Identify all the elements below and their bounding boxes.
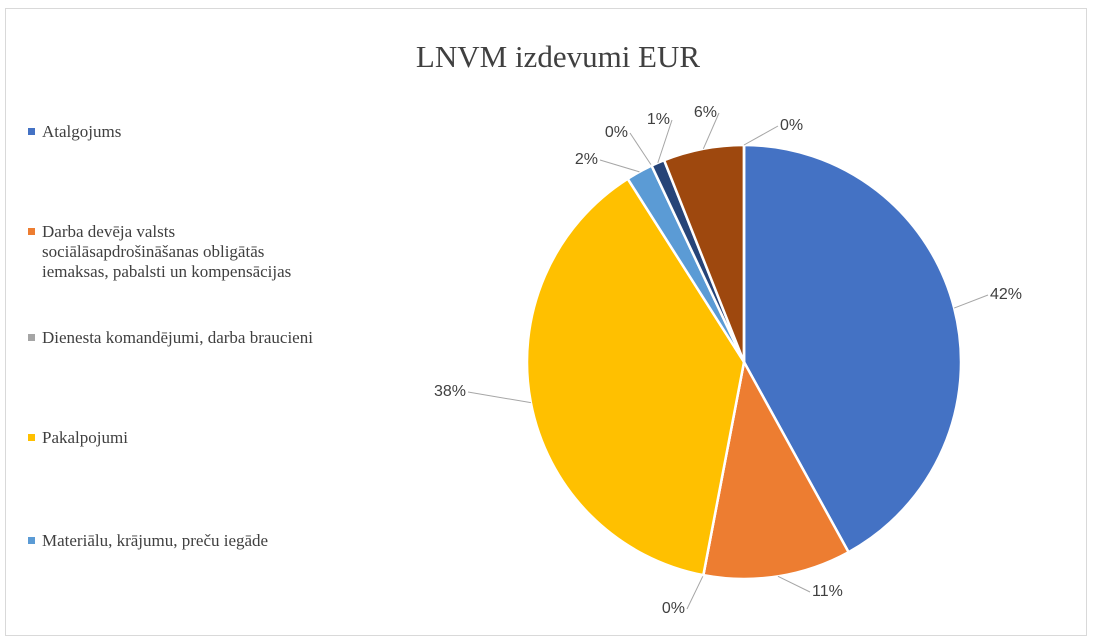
leader-line bbox=[686, 574, 704, 610]
leader-line bbox=[629, 132, 653, 166]
legend-swatch bbox=[28, 228, 35, 235]
leader-line bbox=[657, 119, 673, 164]
leader-line bbox=[702, 112, 720, 150]
chart-frame bbox=[5, 8, 1087, 636]
legend-label: Atalgojums bbox=[42, 122, 122, 141]
leader-line bbox=[777, 575, 811, 593]
legend-item: Pakalpojumi bbox=[28, 428, 318, 448]
legend-item: Dienesta komandējumi, darba braucieni bbox=[28, 328, 318, 348]
pie-slice bbox=[742, 143, 963, 554]
legend-swatch bbox=[28, 537, 35, 544]
legend-label: Dienesta komandējumi, darba braucieni bbox=[42, 328, 313, 347]
data-label: 42% bbox=[990, 286, 1022, 303]
data-label: 0% bbox=[662, 600, 685, 617]
leader-line bbox=[599, 159, 640, 173]
data-label: 38% bbox=[434, 383, 466, 400]
chart-title: LNVM izdevumi EUR bbox=[416, 39, 700, 74]
legend-label: Materiālu, krājumu, preču iegāde bbox=[42, 531, 269, 550]
leader-line bbox=[954, 294, 989, 309]
data-label: 2% bbox=[575, 151, 598, 168]
data-label: 0% bbox=[780, 117, 803, 134]
data-label: 11% bbox=[812, 583, 843, 600]
data-label: 1% bbox=[647, 111, 670, 128]
legend-swatch bbox=[28, 128, 35, 135]
legend-item: Darba devēja valsts sociālāsapdrošināšan… bbox=[28, 222, 318, 282]
legend-item: Materiālu, krājumu, preču iegāde bbox=[28, 531, 318, 551]
legend-label: Pakalpojumi bbox=[42, 428, 128, 447]
legend-item: Atalgojums bbox=[28, 122, 318, 142]
pie-slice bbox=[701, 358, 851, 581]
data-label: 0% bbox=[605, 124, 628, 141]
leader-line bbox=[743, 125, 779, 146]
legend-label: Darba devēja valsts sociālāsapdrošināšan… bbox=[42, 222, 292, 281]
legend-swatch bbox=[28, 334, 35, 341]
leader-line bbox=[467, 391, 531, 404]
data-label: 6% bbox=[694, 104, 717, 121]
legend-swatch bbox=[28, 434, 35, 441]
